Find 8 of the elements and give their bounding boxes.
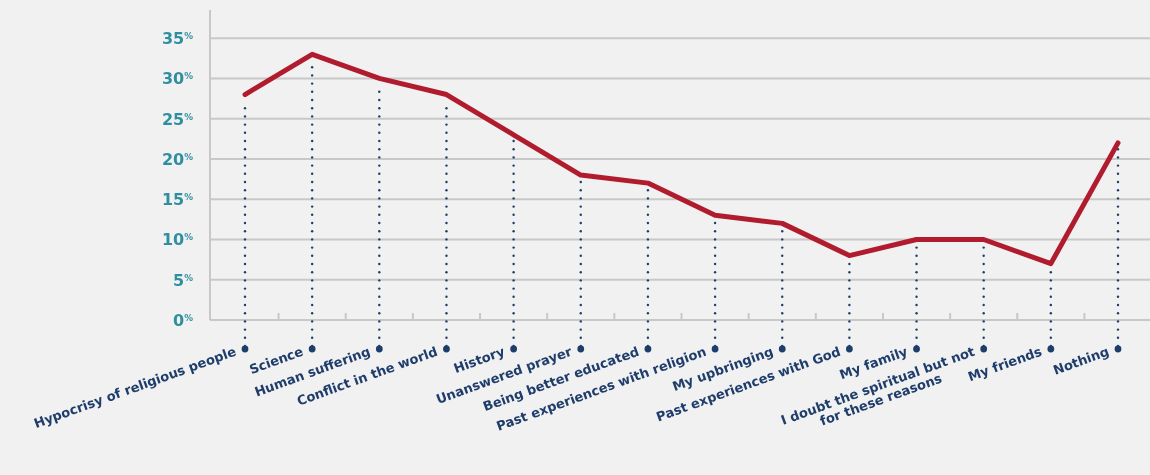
y-tick-label: 5$^{%}$: [173, 270, 194, 290]
y-tick-label: 20$^{%}$: [161, 149, 194, 169]
y-tick-label: 30$^{%}$: [161, 69, 194, 89]
y-tick-label: 25$^{%}$: [161, 109, 194, 129]
y-tick-label: 10$^{%}$: [161, 230, 194, 250]
y-tick-label: 15$^{%}$: [161, 190, 194, 210]
y-tick-label: 35$^{%}$: [161, 29, 194, 49]
y-tick-label: 0$^{%}$: [173, 311, 194, 330]
